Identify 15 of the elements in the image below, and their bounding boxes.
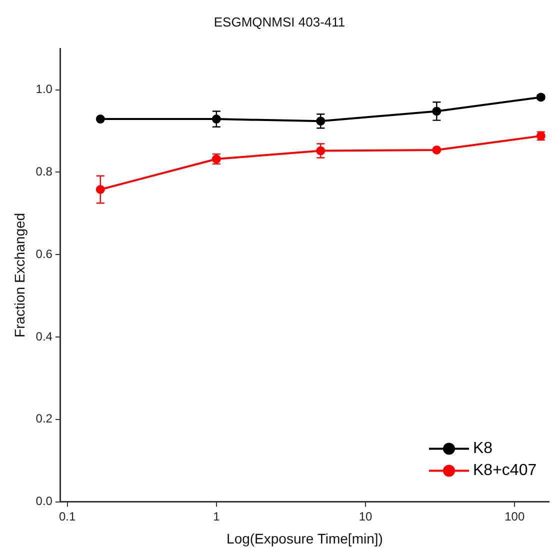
- x-tick-label: 100: [504, 509, 525, 524]
- x-tick-label: 0.1: [58, 509, 76, 524]
- y-tick-label: 0.4: [36, 329, 53, 344]
- y-axis-title: Fraction Exchanged: [11, 212, 28, 338]
- y-tick-label: 0.6: [36, 246, 53, 261]
- x-axis-title: Log(Exposure Time[min]): [226, 530, 383, 546]
- chart-title: ESGMQNMSI 403-411: [214, 14, 346, 30]
- y-tick-label: 0.2: [36, 412, 53, 426]
- x-tick-label: 1: [213, 509, 220, 524]
- legend-label: K8+c407: [473, 462, 537, 480]
- y-tick-label: 1.0: [36, 82, 53, 96]
- legend-label: K8: [473, 440, 493, 458]
- x-tick-label: 10: [358, 509, 373, 524]
- y-tick-label: 0.8: [36, 164, 53, 179]
- y-tick-label: 0.0: [36, 494, 53, 508]
